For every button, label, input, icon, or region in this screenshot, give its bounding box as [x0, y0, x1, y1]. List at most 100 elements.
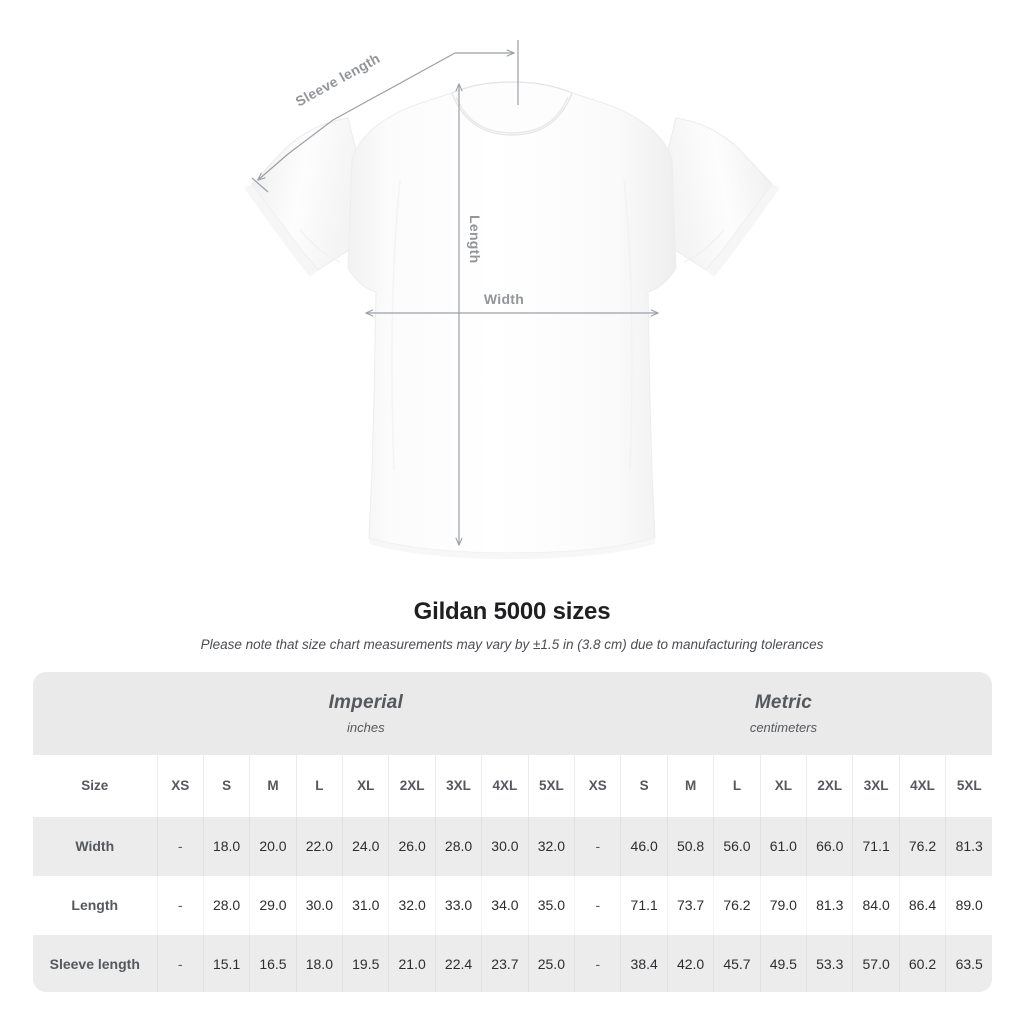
measurement-value: 21.0 [398, 955, 426, 972]
size-column-label: M [267, 778, 279, 793]
measurement-value: 31.0 [352, 896, 380, 913]
size-column-label: XS [171, 778, 190, 793]
measurement-cell: 30.0 [481, 817, 529, 876]
measurement-cell: 16.5 [249, 935, 297, 992]
measurement-cell: 61.0 [759, 817, 807, 876]
measurement-value: 61.0 [769, 837, 797, 854]
size-header-label: Size [81, 778, 109, 793]
measurement-value: 18.0 [305, 955, 333, 972]
measurement-cell: 76.2 [898, 817, 946, 876]
measurement-value: 66.0 [816, 837, 844, 854]
measurement-value: 76.2 [908, 837, 937, 854]
measurement-cell: 32.0 [388, 876, 436, 935]
measurement-cell: 31.0 [342, 876, 389, 935]
measurement-value: 42.0 [676, 955, 705, 972]
measurement-cell: 81.3 [806, 876, 853, 935]
size-column-header-2xl: 2XL [388, 755, 436, 817]
measurement-cell: 79.0 [759, 876, 807, 935]
measurement-cell: 32.0 [527, 817, 575, 876]
unit-band-row: Imperial inches Metric centimeters [33, 672, 992, 755]
size-column-header-3xl: 3XL [434, 755, 482, 817]
measurement-cell: 33.0 [434, 876, 482, 935]
measurement-value: 35.0 [537, 896, 565, 913]
size-column-header-s: S [620, 755, 668, 817]
measurement-value: - [177, 896, 183, 913]
size-column-label: 3XL [446, 778, 471, 793]
size-column-header-4xl: 4XL [481, 755, 529, 817]
length-label: Length [467, 215, 483, 263]
size-column-header-xs: XS [574, 755, 621, 817]
measurement-value: 50.8 [676, 837, 705, 854]
measurement-value: 28.0 [212, 896, 241, 913]
measurement-cell: 53.3 [806, 935, 853, 992]
measurement-value: 29.0 [259, 896, 287, 913]
measurement-value: 38.4 [630, 955, 658, 972]
width-label: Width [484, 291, 524, 307]
measurement-value: 34.0 [491, 896, 519, 913]
measurement-cell: 81.3 [945, 817, 992, 876]
size-column-label: S [222, 778, 232, 793]
size-column-label: 4XL [910, 778, 935, 793]
measurement-value: 45.7 [723, 955, 751, 972]
measurement-cell: 38.4 [620, 935, 668, 992]
measurement-value: 81.3 [955, 837, 983, 854]
measurement-cell: 29.0 [249, 876, 297, 935]
measurement-cell: 60.2 [898, 935, 946, 992]
row-label-cell: Width [33, 817, 157, 876]
measurement-cell: 15.1 [202, 935, 250, 992]
size-header-cell: Size [33, 755, 157, 817]
measurement-cell: - [156, 935, 204, 992]
measurement-cell: 63.5 [945, 935, 992, 992]
measurement-value: 56.0 [723, 837, 751, 854]
measurement-cell: 46.0 [620, 817, 668, 876]
measurement-cell: 35.0 [527, 876, 575, 935]
size-column-header-3xl: 3XL [852, 755, 900, 817]
measurement-cell: 49.5 [759, 935, 807, 992]
unit-name: Metric [754, 692, 812, 713]
measurement-cell: 22.0 [295, 817, 343, 876]
measurement-cell: 76.2 [713, 876, 761, 935]
size-column-label: L [315, 778, 324, 793]
unit-header-imperial: Imperial inches [157, 672, 575, 755]
row-label: Length [71, 896, 119, 913]
tolerance-note: Please note that size chart measurements… [200, 637, 824, 652]
measurement-value: 71.1 [862, 837, 890, 854]
measurement-value: 60.2 [908, 955, 937, 972]
measurement-cell: 34.0 [481, 876, 529, 935]
measurement-cell: 26.0 [388, 817, 436, 876]
measurement-cell: 73.7 [666, 876, 714, 935]
size-column-header-xl: XL [759, 755, 807, 817]
table-row: Sleeve length - 15.1 16.5 18.0 19.5 21.0 22.4 23… [33, 935, 992, 992]
measurement-value: 32.0 [398, 896, 426, 913]
chart-heading-block: Gildan 5000 sizes Please note that size … [0, 598, 1024, 652]
measurement-value: - [177, 837, 183, 854]
measurement-value: 76.2 [723, 896, 751, 913]
measurement-value: 28.0 [444, 837, 473, 854]
unit-header-metric: Metric centimeters [574, 672, 992, 755]
measurement-cell: 28.0 [434, 817, 482, 876]
measurement-cell: 42.0 [666, 935, 714, 992]
measurement-cell: 20.0 [249, 817, 297, 876]
measurement-value: 86.4 [908, 896, 937, 913]
size-column-header-xl: XL [342, 755, 389, 817]
measurement-value: 49.5 [769, 955, 797, 972]
measurement-cell: 18.0 [295, 935, 343, 992]
measurement-value: 20.0 [259, 837, 287, 854]
measurement-value: 46.0 [630, 837, 658, 854]
size-column-header-m: M [666, 755, 714, 817]
table-row: Width - 18.0 20.0 22.0 24.0 26.0 28.0 30.0 32.0 - 4… [33, 817, 992, 876]
size-column-header-l: L [295, 755, 343, 817]
size-column-label: XL [774, 778, 792, 793]
size-column-header-l: L [713, 755, 761, 817]
measurement-value: 24.0 [352, 837, 380, 854]
measurement-value: 26.0 [398, 837, 426, 854]
unit-band-spacer [33, 672, 157, 755]
measurement-cell: 25.0 [527, 935, 575, 992]
measurement-value: 19.5 [352, 955, 380, 972]
measurement-value: - [595, 955, 601, 972]
measurement-cell: - [156, 876, 204, 935]
measurement-cell: 86.4 [898, 876, 946, 935]
measurement-value: 15.1 [212, 955, 241, 972]
size-column-label: 3XL [863, 778, 889, 793]
size-column-label: 2XL [817, 778, 843, 793]
